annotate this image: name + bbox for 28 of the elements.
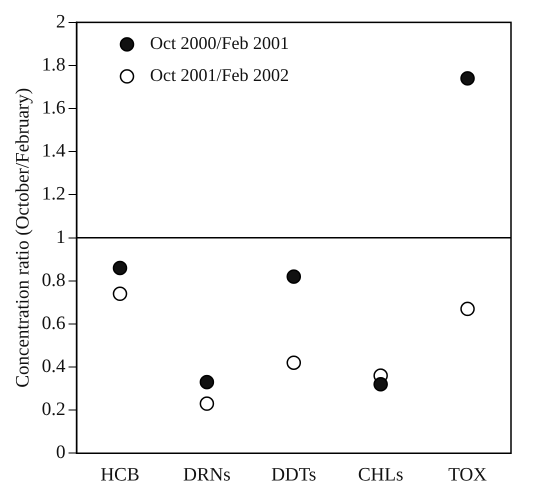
y-tick-label: 1.6 bbox=[42, 98, 66, 119]
point bbox=[200, 396, 214, 411]
point bbox=[373, 377, 388, 392]
y-tick-label: 1 bbox=[56, 226, 66, 248]
x-tick-label: HCB bbox=[100, 464, 140, 486]
point bbox=[460, 302, 475, 316]
x-tick-label: CHLs bbox=[358, 464, 404, 486]
point bbox=[286, 269, 302, 284]
x-tick-label: DDTs bbox=[271, 464, 316, 486]
point bbox=[112, 260, 128, 276]
legend-label: Oct 2000/Feb 2001 bbox=[150, 33, 289, 54]
y-tick-label: 0 bbox=[56, 442, 66, 464]
point bbox=[460, 71, 475, 86]
y-tick-label: 1.4 bbox=[42, 140, 66, 162]
point bbox=[200, 374, 214, 390]
y-tick-label: 0.8 bbox=[42, 270, 66, 291]
legend-label: Oct 2001/Feb 2002 bbox=[150, 65, 289, 86]
y-tick-label: 0.6 bbox=[42, 312, 66, 334]
y-tick-label: 0.4 bbox=[42, 356, 66, 378]
y-tick-label: 2 bbox=[56, 11, 66, 32]
y-tick-label: 1.8 bbox=[42, 54, 66, 76]
y-axis-title: Concentration ratio (October/February) bbox=[12, 88, 34, 388]
point bbox=[112, 286, 128, 302]
y-tick-label: 0.2 bbox=[42, 399, 66, 420]
point bbox=[286, 355, 302, 370]
x-tick-label: DRNs bbox=[183, 464, 231, 486]
y-tick-label: 1.2 bbox=[42, 184, 66, 205]
x-tick-label: TOX bbox=[448, 464, 488, 486]
